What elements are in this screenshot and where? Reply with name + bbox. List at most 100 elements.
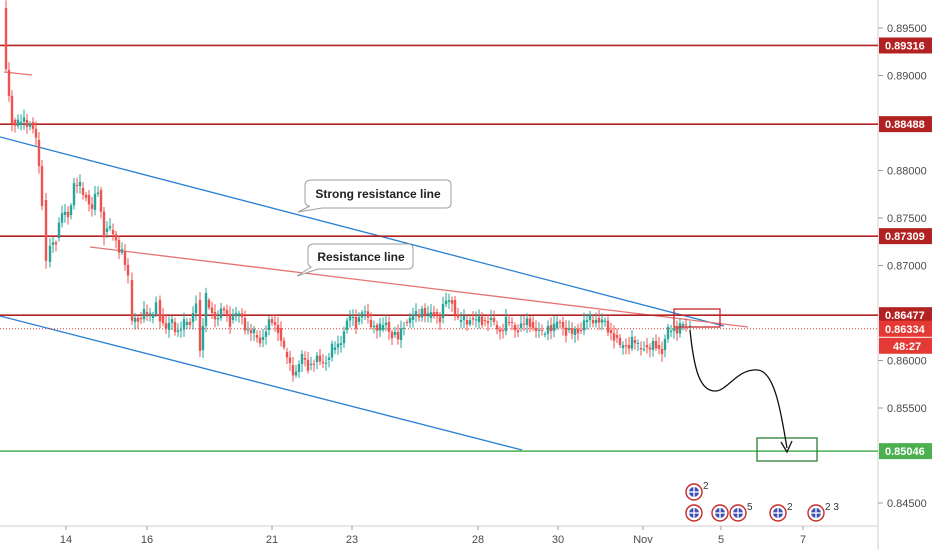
y-tick-label: 0.89500 bbox=[887, 23, 927, 35]
event-badge[interactable]: 2 bbox=[769, 502, 793, 522]
event-badge[interactable]: 2 bbox=[685, 481, 709, 501]
candle-body bbox=[154, 302, 158, 315]
candle-body bbox=[136, 317, 140, 322]
candle-body bbox=[261, 336, 265, 340]
candle-body bbox=[145, 312, 149, 314]
candle-body bbox=[399, 328, 403, 340]
candle-body bbox=[114, 234, 118, 241]
candle-body bbox=[117, 240, 121, 253]
candle-body bbox=[167, 322, 171, 330]
x-axis-ticks: 14 16 21 23 28 30 Nov 5 7 bbox=[60, 526, 806, 546]
candle-body bbox=[66, 211, 70, 218]
candle-body bbox=[522, 323, 526, 325]
x-tick-label: 16 bbox=[141, 534, 153, 546]
candle-body bbox=[684, 324, 688, 326]
candle-body bbox=[417, 315, 421, 318]
candle-body bbox=[72, 183, 76, 206]
candle-body bbox=[681, 324, 685, 326]
candle-body bbox=[191, 313, 195, 322]
candle-body bbox=[663, 339, 667, 350]
y-tick-label: 0.85500 bbox=[887, 403, 927, 415]
candle-body bbox=[468, 320, 472, 325]
candle-body bbox=[390, 331, 394, 339]
channel-lower-line[interactable] bbox=[0, 315, 523, 451]
event-badge[interactable]: 2 3 bbox=[807, 502, 839, 522]
candle-body bbox=[188, 321, 192, 325]
candle-body bbox=[324, 362, 328, 364]
candle-body bbox=[170, 319, 174, 323]
event-badge[interactable] bbox=[711, 504, 729, 522]
candle-body bbox=[567, 328, 571, 330]
candle-body bbox=[312, 363, 316, 365]
candle-body bbox=[75, 185, 79, 186]
y-tick-label: 0.84500 bbox=[887, 498, 927, 510]
countdown-label: 48:27 bbox=[893, 341, 921, 353]
candle-body bbox=[182, 319, 186, 330]
candle-body bbox=[315, 355, 319, 362]
candle-body bbox=[342, 331, 346, 344]
candle-body bbox=[300, 353, 304, 365]
candle-body bbox=[161, 315, 165, 324]
candle-body bbox=[543, 333, 547, 335]
candle-body bbox=[25, 120, 29, 127]
candle-body bbox=[249, 330, 253, 334]
candle-body bbox=[309, 363, 313, 365]
event-badge-count: 2 3 bbox=[825, 502, 839, 513]
candle-body bbox=[483, 320, 487, 321]
candle-body bbox=[534, 328, 538, 332]
callout-strong-resistance[interactable]: Strong resistance line bbox=[297, 179, 452, 213]
candle-body bbox=[426, 313, 430, 315]
event-badge[interactable]: 5 bbox=[729, 502, 753, 522]
event-badges[interactable]: 2 5 2 2 3 bbox=[685, 481, 839, 522]
candle-body bbox=[90, 204, 94, 209]
candle-body bbox=[37, 140, 41, 167]
candle-body bbox=[99, 190, 103, 212]
x-tick-label: Nov bbox=[633, 534, 653, 546]
candle-body bbox=[34, 128, 38, 138]
price-tag-label: 0.86477 bbox=[885, 310, 925, 322]
candle-body bbox=[504, 316, 508, 332]
channel-upper-line[interactable] bbox=[0, 136, 725, 327]
candle-body bbox=[438, 316, 442, 323]
candle-body bbox=[207, 300, 211, 308]
resistance-line[interactable] bbox=[89, 246, 749, 328]
candle-body bbox=[537, 329, 541, 331]
event-badge-count: 2 bbox=[703, 481, 709, 492]
candle-body bbox=[291, 365, 295, 376]
candle-body bbox=[615, 335, 619, 338]
candle-body bbox=[96, 192, 100, 194]
candle-body bbox=[139, 318, 143, 320]
candle-body bbox=[210, 307, 214, 314]
candle-body bbox=[372, 326, 376, 328]
candle-body bbox=[609, 330, 613, 334]
candle-body bbox=[630, 336, 634, 349]
candle-body bbox=[624, 345, 628, 347]
x-tick-label: 21 bbox=[266, 534, 278, 546]
candle-body bbox=[516, 330, 520, 333]
target-zone-box[interactable] bbox=[756, 437, 818, 462]
candle-body bbox=[621, 345, 625, 348]
countdown-tag bbox=[879, 337, 932, 354]
candle-body bbox=[378, 323, 382, 331]
candle-body bbox=[582, 320, 586, 331]
candle-body bbox=[19, 121, 23, 125]
candle-body bbox=[660, 348, 664, 354]
candle-body bbox=[444, 300, 448, 305]
candle-body bbox=[477, 316, 481, 322]
candle-body bbox=[51, 242, 55, 245]
candle-body bbox=[594, 319, 598, 324]
breakout-zone-box[interactable] bbox=[673, 308, 721, 328]
candle-body bbox=[84, 194, 88, 198]
candle-body bbox=[414, 311, 418, 316]
callout-resistance[interactable]: Resistance line bbox=[296, 243, 414, 277]
candle-body bbox=[28, 123, 32, 127]
candle-body bbox=[597, 318, 601, 323]
candle-body bbox=[657, 345, 661, 349]
candle-body bbox=[510, 322, 514, 324]
candle-body bbox=[102, 211, 106, 238]
y-tick-label: 0.89000 bbox=[887, 71, 927, 83]
candle-body bbox=[240, 313, 244, 318]
candle-body bbox=[555, 321, 559, 328]
event-badge[interactable] bbox=[685, 504, 703, 522]
